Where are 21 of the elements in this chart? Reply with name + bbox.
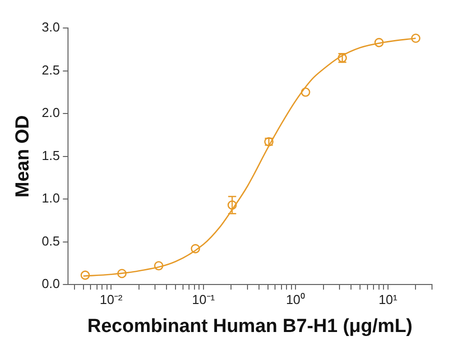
point bbox=[300, 88, 310, 97]
x-tick-label: 10¹ bbox=[378, 292, 398, 307]
point bbox=[228, 200, 237, 210]
y-tick-label: 1.0 bbox=[42, 190, 60, 206]
x-tick-label: 10⁻² bbox=[100, 292, 124, 307]
point bbox=[190, 244, 200, 254]
point bbox=[411, 34, 420, 43]
y-tick-label: 0.5 bbox=[42, 233, 60, 248]
x-tick-label: 10⁻¹ bbox=[192, 292, 216, 307]
y-tick-label: 0.0 bbox=[42, 276, 60, 292]
y-tick-label: 2.0 bbox=[42, 105, 60, 120]
x-axis-title: Recombinant Human B7-H1 (μg/mL) bbox=[87, 316, 413, 337]
point bbox=[154, 261, 164, 270]
point bbox=[374, 38, 384, 48]
y-tick-label: 3.0 bbox=[42, 20, 60, 35]
y-tick-label: 1.5 bbox=[42, 148, 60, 163]
point bbox=[80, 270, 90, 280]
y-tick-label: 2.5 bbox=[42, 62, 60, 78]
point bbox=[117, 268, 127, 278]
x-tick-label: 10⁰ bbox=[286, 292, 306, 307]
y-axis-title: Mean OD bbox=[12, 115, 34, 198]
